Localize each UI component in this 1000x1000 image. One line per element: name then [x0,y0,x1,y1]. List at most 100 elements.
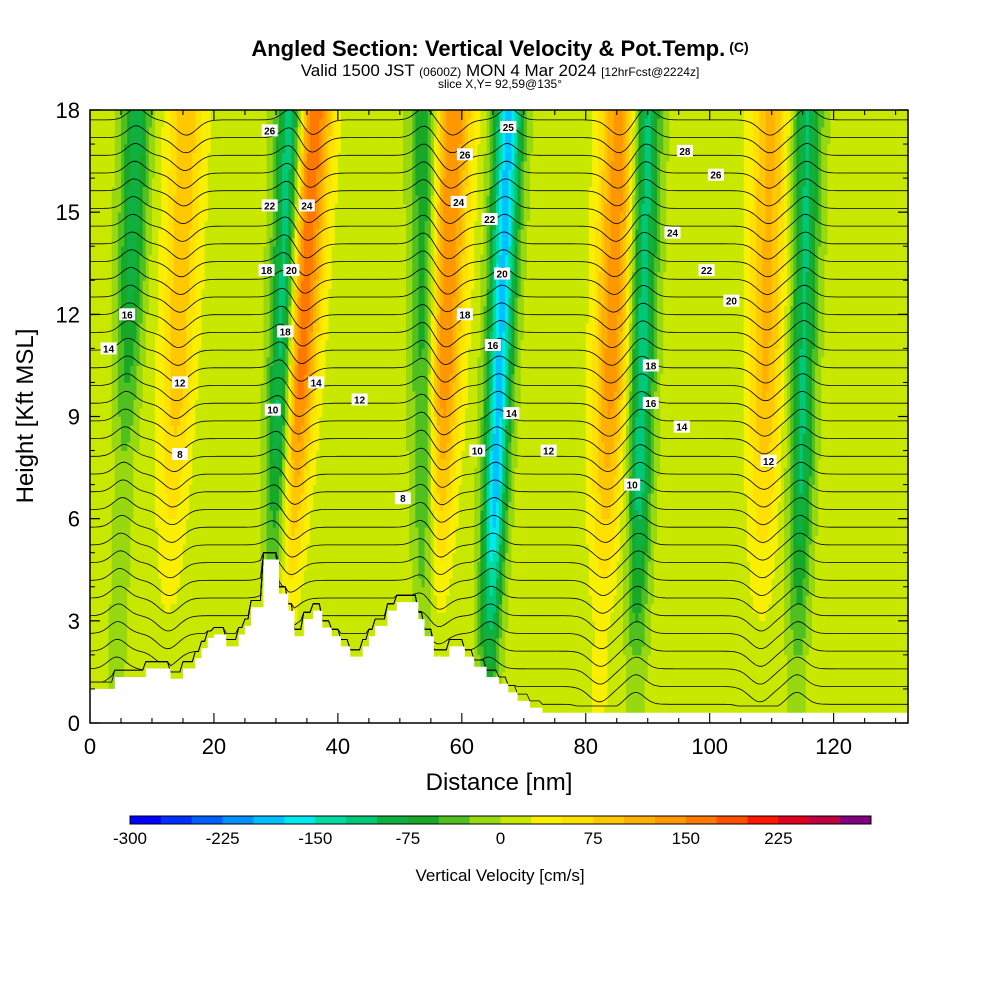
contour-label: 26 [456,148,473,161]
theta-contour-line [90,532,908,561]
contour-label: 20 [494,267,511,281]
colorbar-swatch [685,816,717,824]
colorbar-swatch [130,816,162,824]
colorbar-swatch [500,816,532,824]
contour-label: 18 [642,359,659,372]
vertical-velocity-field [90,110,908,723]
chart-title: Angled Section: Vertical Velocity & Pot.… [251,36,749,61]
colorbar-swatch [222,816,254,824]
contour-labels: 26 22 24 18 20 16 14 18 12 14 12 10 8 8 26 25 24 22 20 18 16… [100,121,777,505]
contour-label: 18 [277,325,294,338]
colorbar-swatch [531,816,563,824]
contour-label: 12 [171,376,188,389]
theta-contour-line [90,552,908,650]
colorbar-tick-label: 150 [672,829,700,848]
theta-contour-line [90,160,908,189]
theta-contour-line [90,408,908,437]
contour-label: 14 [673,420,690,434]
contour-label: 8 [171,448,188,461]
colorbar-swatch [253,816,285,824]
slice-info: slice X,Y= 92,59@135° [437,77,563,91]
colorbar-swatch [160,816,193,824]
colorbar-swatch [346,816,378,824]
contour-label: 8 [394,492,411,505]
contour-label: 10 [469,444,486,458]
x-tick-label: 80 [574,734,598,759]
colorbar-title: Vertical Velocity [cm/s] [415,866,584,885]
contour-label: 20 [723,294,740,308]
theta-contour-line [90,231,908,260]
theta-contour-line [90,302,908,331]
colorbar-swatch [562,816,594,824]
colorbar-swatch [284,816,316,824]
theta-contour-line [90,355,908,384]
contour-label: 26 [261,124,278,137]
colorbar-swatch [716,816,748,824]
colorbar-tick-label: -150 [298,829,332,848]
contour-label: 14 [503,407,520,420]
theta-contour-line [90,125,908,154]
theta-contour-line [90,178,908,207]
chart-subtitle: Valid 1500 JST (0600Z) MON 4 Mar 2024 [1… [300,61,700,80]
contour-label: 16 [642,396,659,410]
contour-label: 14 [308,376,325,389]
x-tick-label: 100 [691,734,728,759]
contour-label: 12 [351,393,368,407]
x-tick-label: 120 [815,734,852,759]
y-tick-label: 6 [68,507,80,532]
colorbar-swatch [469,816,501,824]
colorbar-swatch [624,816,656,824]
colorbar-swatch [654,816,687,824]
contour-label: 25 [500,121,517,134]
theta-contour-line [90,514,908,543]
contour-label: 14 [100,342,117,355]
contour-label: 22 [261,199,278,212]
theta-contour-line [90,213,908,242]
colorbar-tick-label: 225 [764,829,792,848]
x-tick-label: 40 [326,734,350,759]
theta-contour-line [90,552,908,597]
contour-label: 12 [540,444,557,458]
x-tick-label: 60 [450,734,474,759]
colorbar-tick-label: 75 [584,829,603,848]
y-tick-label: 3 [68,609,80,634]
y-tick-label: 12 [56,302,80,327]
theta-contour-line [90,337,908,366]
contour-label: 22 [698,264,715,277]
theta-contour-line [90,552,908,614]
copyright-mark: (C) [729,39,749,55]
theta-contour-line [90,373,908,402]
colorbar-swatch [377,816,409,824]
contour-label: 10 [624,478,641,492]
contour-label: 18 [258,264,275,277]
theta-contour-line [90,426,908,455]
colorbar-tick-label: -300 [113,829,147,848]
y-tick-label: 0 [68,711,80,736]
colorbar: -300 -225 -150 -75 0 75 150 225 [113,815,872,848]
theta-contour-line [90,110,908,136]
x-tick-label: 0 [84,734,96,759]
x-axis-title: Distance [nm] [426,769,573,796]
terrain-mask [90,559,908,723]
colorbar-swatch [778,816,810,824]
colorbar-swatch [315,816,347,824]
contour-label: 16 [484,339,501,352]
y-tick-label: 18 [56,98,80,123]
contour-label: 24 [450,195,467,209]
theta-contour-line [90,390,908,419]
theta-contour-line [90,479,908,508]
colorbar-swatch [407,816,440,824]
contour-label: 26 [707,168,724,182]
theta-contour-line [90,443,908,473]
contour-label: 10 [264,403,281,417]
theta-contour-line [90,550,908,579]
theta-contour-line [90,284,908,313]
colorbar-tick-label: -225 [206,829,240,848]
theta-contour-line [90,461,908,490]
colorbar-swatch [809,816,841,824]
x-tick-label: 20 [202,734,226,759]
theta-contour-line [90,320,908,349]
potential-temperature-contours [90,110,908,707]
contour-label: 22 [481,213,498,226]
